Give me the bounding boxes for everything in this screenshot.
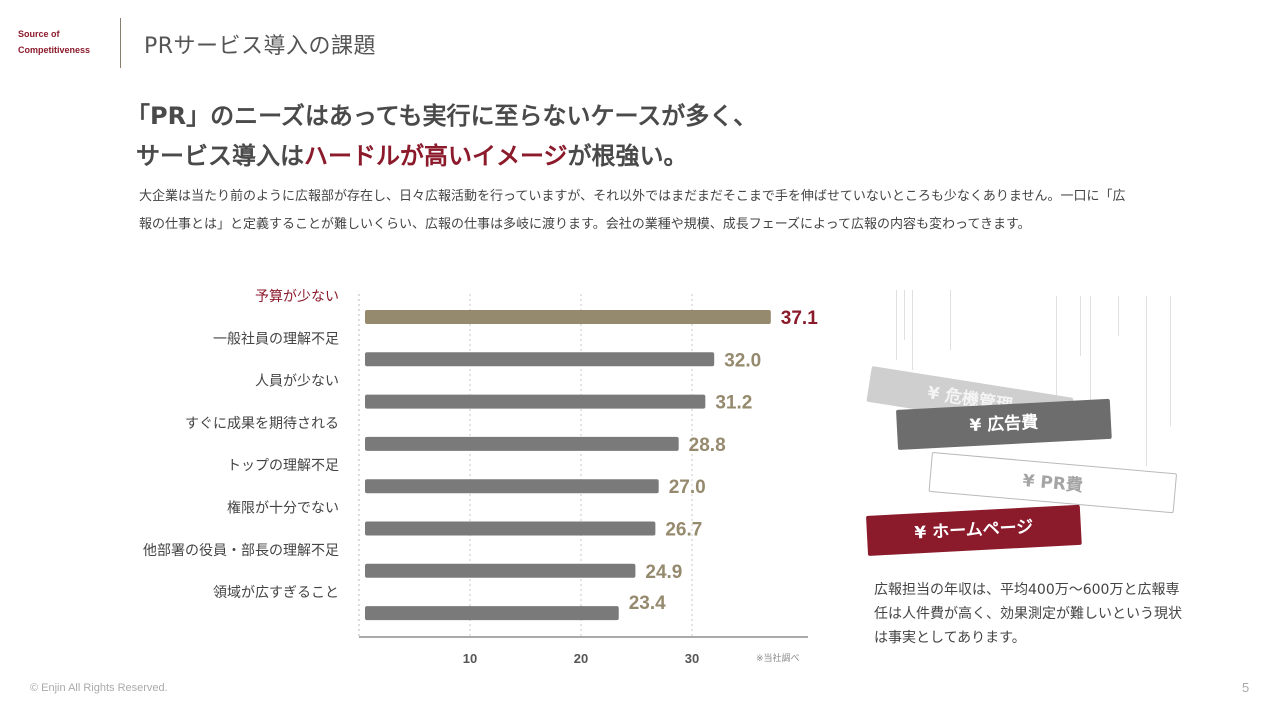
rain-line bbox=[1170, 296, 1171, 426]
brand-logo: Source of Competitiveness bbox=[18, 26, 118, 58]
chart-bar bbox=[365, 563, 636, 578]
headline-line-1: 「PR」のニーズはあっても実行に至らないケースが多く、 bbox=[126, 102, 758, 130]
chart-bar bbox=[365, 436, 679, 451]
tag-pr-cost: ¥ PR費 bbox=[928, 452, 1178, 514]
chart-category-label: すぐに成果を期待される bbox=[185, 416, 339, 432]
header-divider bbox=[120, 18, 121, 68]
chart-x-tick-label: 20 bbox=[574, 651, 588, 666]
page-number: 5 bbox=[1242, 680, 1250, 695]
bar-chart: 10 20 30 予算が少ない 37.1 一般社員の理解不足 32.0 人員が少ない 31.2 す… bbox=[143, 289, 818, 666]
rain-line bbox=[1090, 296, 1091, 406]
chart-value-label: 27.0 bbox=[669, 477, 706, 498]
chart-value-label: 31.2 bbox=[715, 393, 752, 414]
brand-line-1: Source of bbox=[18, 29, 60, 39]
chart-category-label: 人員が少ない bbox=[255, 374, 339, 390]
chart-x-tick-label: 10 bbox=[463, 651, 477, 666]
side-text: 広報担当の年収は、平均400万〜600万と広報専任は人件費が高く、効果測定が難し… bbox=[874, 582, 1182, 646]
headline-line-2-end: が根強い。 bbox=[567, 142, 688, 170]
rain-line bbox=[1056, 296, 1057, 400]
chart-note: ※当社調べ bbox=[756, 654, 800, 664]
chart-category-label: トップの理解不足 bbox=[227, 458, 339, 474]
chart-value-label: 32.0 bbox=[724, 350, 761, 371]
chart-bar bbox=[365, 310, 771, 324]
chart-bar bbox=[365, 521, 656, 536]
rain-line bbox=[896, 290, 897, 360]
rain-line bbox=[1080, 296, 1081, 356]
chart-value-label: 24.9 bbox=[645, 562, 682, 583]
chart-bar bbox=[365, 606, 619, 621]
chart-category-label: 他部署の役員・部長の理解不足 bbox=[143, 543, 339, 559]
chart-bar bbox=[365, 352, 715, 367]
headline-line-2: サービス導入はハードルが高いイメージが根強い。 bbox=[126, 136, 757, 176]
brand-line-2: Competitiveness bbox=[18, 45, 91, 55]
chart-category-label: 権限が十分でない bbox=[227, 500, 339, 517]
chart-category-label: 一般社員の理解不足 bbox=[213, 331, 339, 347]
rain-line bbox=[904, 290, 905, 340]
rain-line bbox=[1146, 296, 1147, 466]
page-title: PRサービス導入の課題 bbox=[144, 34, 377, 59]
chart-category-label: 予算が少ない bbox=[255, 289, 339, 305]
headline: 「PR」のニーズはあっても実行に至らないケースが多く、 サービス導入はハードルが… bbox=[126, 96, 757, 176]
headline-accent: ハードルが高いイメージ bbox=[304, 142, 568, 170]
chart-bar bbox=[365, 479, 659, 494]
chart-value-label: 28.8 bbox=[689, 435, 726, 456]
chart-value-label: 26.7 bbox=[665, 520, 702, 541]
chart-x-tick-label: 30 bbox=[685, 651, 699, 666]
chart-bar bbox=[365, 394, 706, 409]
tag-homepage: ¥ ホームページ bbox=[866, 504, 1082, 556]
rain-line bbox=[912, 290, 913, 370]
description: 大企業は当たり前のように広報部が存在し、日々広報活動を行っていますが、それ以外で… bbox=[139, 189, 1126, 232]
chart-value-label: 23.4 bbox=[629, 593, 666, 614]
rain-line bbox=[950, 290, 951, 350]
chart-value-label: 37.1 bbox=[781, 308, 818, 329]
rain-line bbox=[1118, 296, 1119, 336]
chart-category-label: 領域が広すぎること bbox=[213, 584, 339, 601]
headline-line-2-start: サービス導入は bbox=[136, 142, 304, 170]
copyright: © Enjin All Rights Reserved. bbox=[30, 682, 168, 694]
